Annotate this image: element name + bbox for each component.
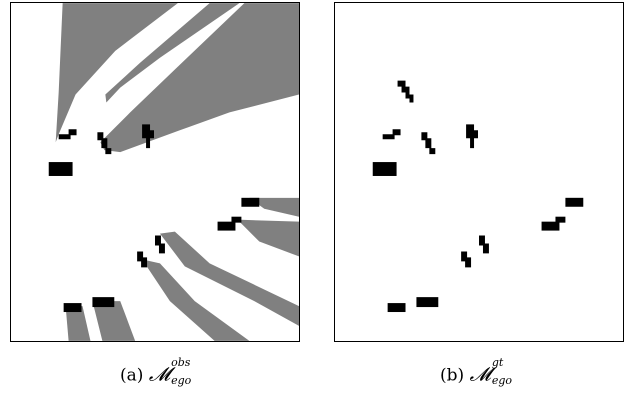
vehicle-5 [541, 221, 560, 231]
vehicle-2 [421, 132, 436, 155]
caption-a-symbol: 𝓜 [148, 363, 171, 386]
vehicle-5 [217, 221, 236, 231]
occlusion-shadows [55, 3, 299, 341]
caption-a-subscript: ego [171, 374, 192, 387]
caption-b-subscript: ego [491, 374, 513, 387]
caption-b-label: (b) [440, 365, 465, 386]
shadow-lower-1 [159, 231, 299, 326]
vehicle-3 [142, 124, 155, 149]
shadow-lower-2 [142, 259, 250, 341]
shadow-bottom-1 [65, 306, 91, 341]
caption-b-superscript: gt [491, 356, 504, 369]
observed-ego-map-canvas [48, 3, 299, 341]
caption-a-superscript: obs [171, 356, 191, 369]
vehicle-3 [466, 124, 479, 149]
vehicle-9 [92, 297, 115, 308]
vehicle-4 [241, 197, 260, 207]
shadow-top-left [55, 3, 178, 143]
vehicle-1 [58, 129, 77, 140]
vehicle-8 [63, 303, 82, 313]
caption-b-symbol: 𝓜 [469, 363, 491, 386]
vehicle-1 [382, 129, 401, 140]
vehicle-ego [48, 162, 73, 176]
vehicle-ego [372, 162, 397, 176]
shadow-bottom-2 [92, 301, 136, 341]
vehicle-6 [155, 235, 165, 254]
vehicle-2 [97, 132, 112, 155]
vehicle-9 [416, 297, 439, 308]
vehicles [48, 124, 260, 313]
caption-a-scripts: obs ego [170, 356, 206, 390]
vehicle-top [397, 80, 414, 103]
vehicle-7 [461, 251, 472, 268]
vehicle-6 [479, 235, 489, 254]
shadow-top-center [100, 3, 299, 153]
vehicle-8 [387, 303, 406, 313]
vehicle-4 [565, 197, 584, 207]
shadow-right-1 [249, 197, 299, 217]
caption-a-label: (a) [120, 365, 144, 386]
vehicle-5b [231, 216, 242, 223]
vehicle-7 [137, 251, 148, 268]
groundtruth-ego-map-canvas [372, 80, 584, 313]
caption-b-scripts: gt ego [491, 356, 527, 390]
vehicles [372, 80, 584, 313]
observed-ego-map [10, 2, 300, 342]
shadow-right-2 [237, 219, 299, 257]
vehicle-5b [555, 216, 566, 223]
groundtruth-ego-map [334, 2, 624, 342]
